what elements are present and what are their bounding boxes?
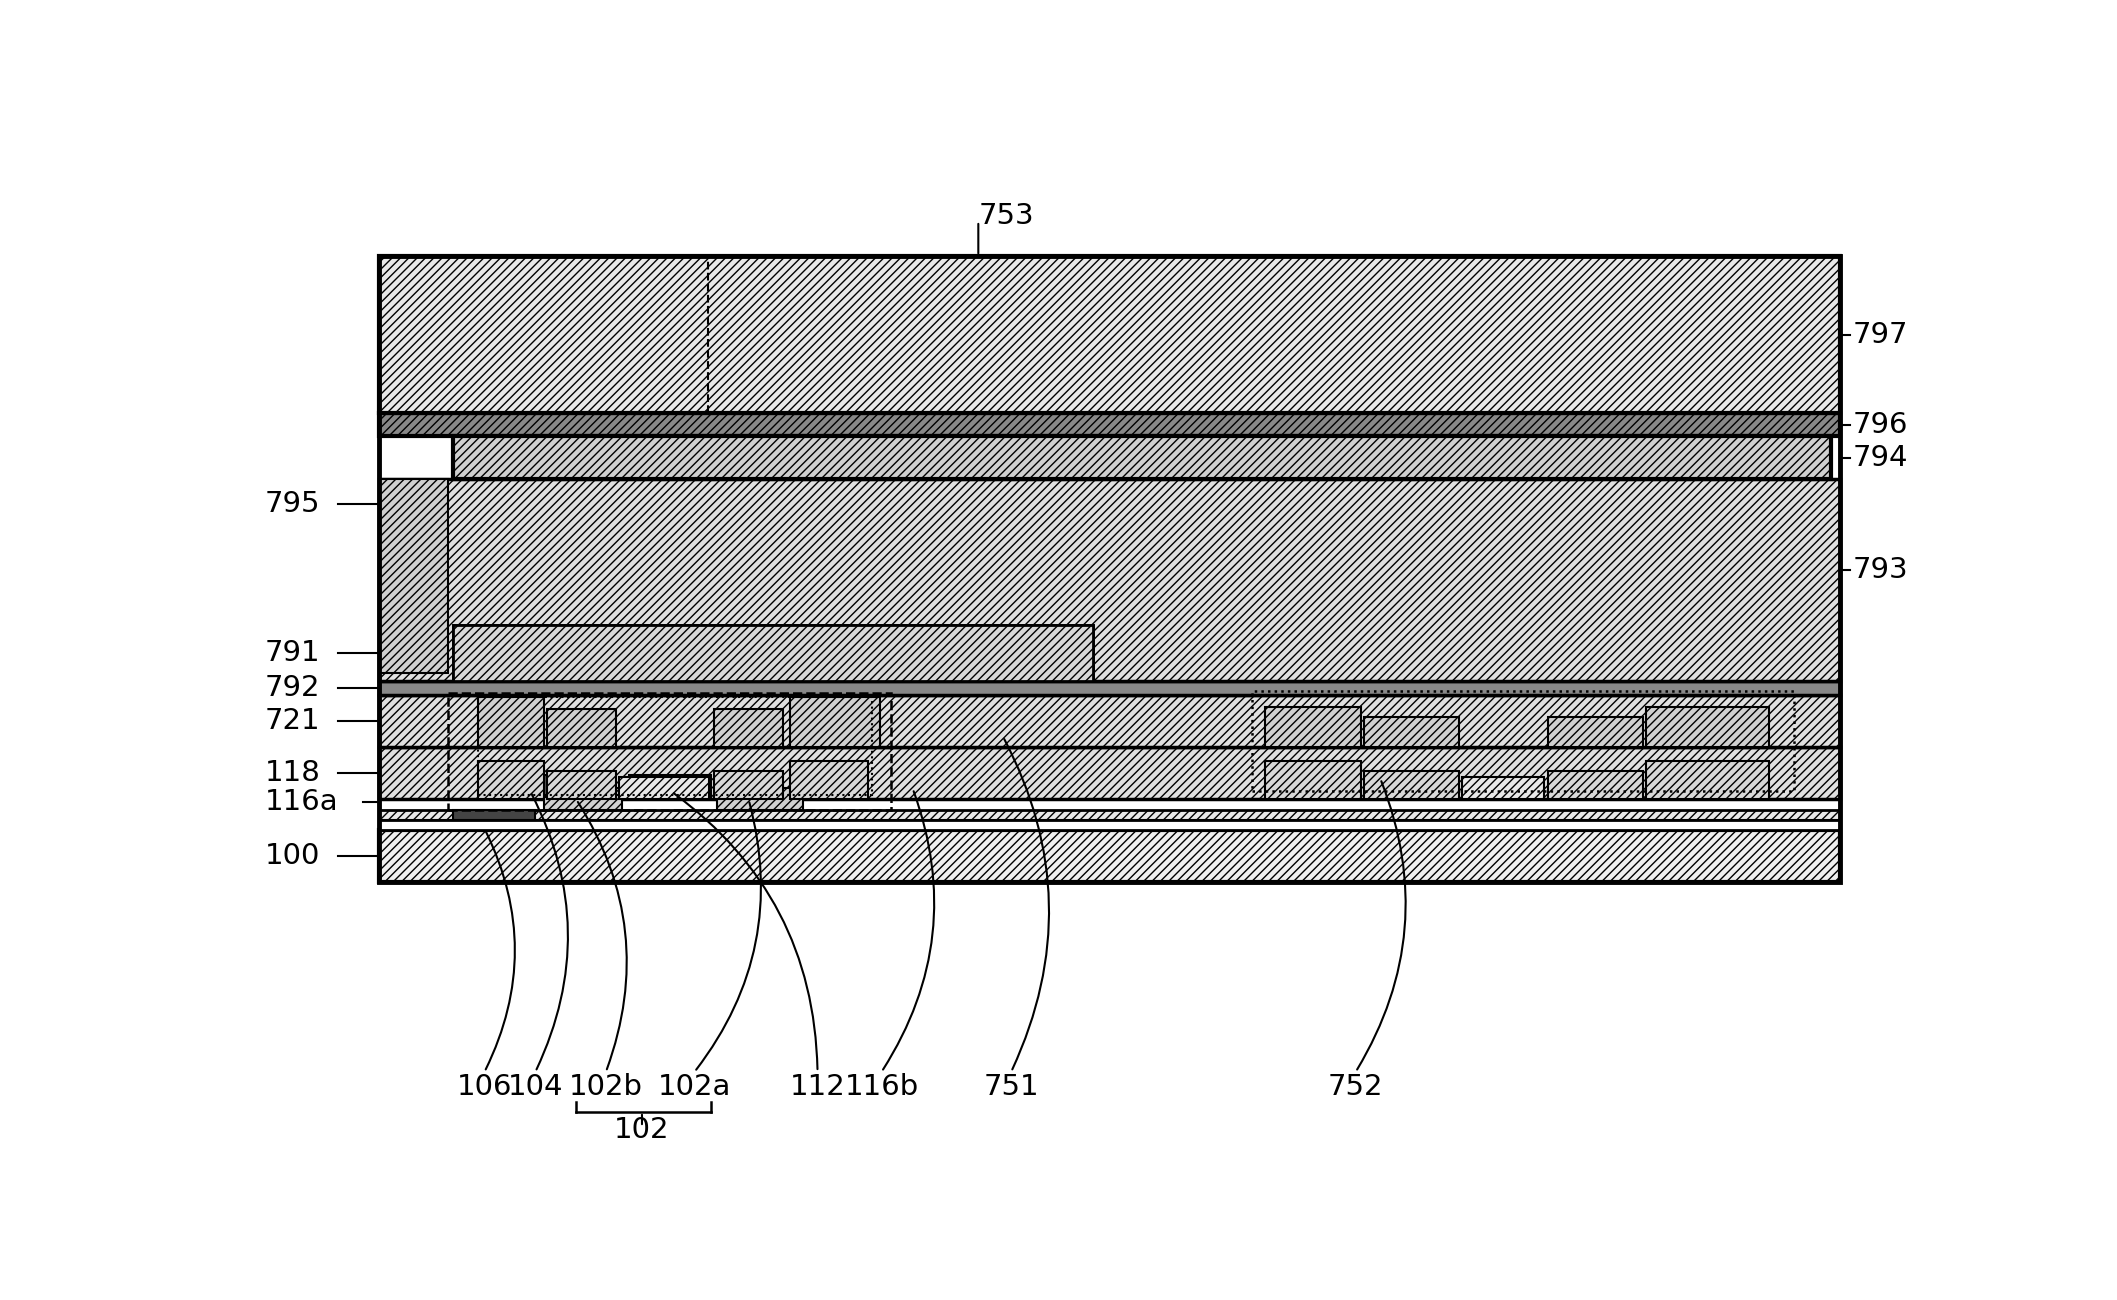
Text: 797: 797 xyxy=(1852,321,1907,348)
Polygon shape xyxy=(379,746,1840,798)
Polygon shape xyxy=(718,788,802,810)
Text: 118: 118 xyxy=(265,759,320,786)
Polygon shape xyxy=(379,480,449,672)
Text: 753: 753 xyxy=(978,202,1033,230)
Text: 796: 796 xyxy=(1852,411,1907,439)
Text: 116a: 116a xyxy=(265,788,339,815)
Polygon shape xyxy=(1548,716,1643,746)
Polygon shape xyxy=(790,697,881,746)
Polygon shape xyxy=(1463,776,1545,798)
Polygon shape xyxy=(379,829,1840,881)
Text: 752: 752 xyxy=(1327,1072,1382,1101)
Polygon shape xyxy=(453,625,1092,680)
Text: 106: 106 xyxy=(457,1072,512,1101)
Polygon shape xyxy=(1548,771,1643,798)
Polygon shape xyxy=(546,771,616,798)
Bar xyxy=(449,693,891,810)
Bar xyxy=(478,697,872,794)
Bar xyxy=(379,256,1840,881)
Text: 112: 112 xyxy=(790,1072,845,1101)
Polygon shape xyxy=(713,708,783,746)
Polygon shape xyxy=(1266,760,1361,798)
Polygon shape xyxy=(546,708,616,746)
Polygon shape xyxy=(379,480,1840,680)
Text: 102a: 102a xyxy=(658,1072,730,1101)
Text: 791: 791 xyxy=(265,640,320,667)
Polygon shape xyxy=(1266,707,1361,746)
Text: 104: 104 xyxy=(508,1072,563,1101)
Polygon shape xyxy=(809,775,860,797)
Polygon shape xyxy=(1363,771,1459,798)
Text: 795: 795 xyxy=(265,490,320,519)
Polygon shape xyxy=(478,697,544,746)
Bar xyxy=(1253,690,1793,790)
Polygon shape xyxy=(478,760,544,798)
Polygon shape xyxy=(629,775,711,797)
Polygon shape xyxy=(544,788,622,810)
Text: 793: 793 xyxy=(1852,556,1907,584)
Polygon shape xyxy=(1363,716,1459,746)
Polygon shape xyxy=(379,694,1840,746)
Polygon shape xyxy=(379,256,1840,413)
Text: 721: 721 xyxy=(265,707,320,734)
Text: 100: 100 xyxy=(265,841,320,870)
Polygon shape xyxy=(453,810,536,820)
Polygon shape xyxy=(510,775,550,797)
Polygon shape xyxy=(453,437,1831,480)
Polygon shape xyxy=(1647,707,1770,746)
Text: 102b: 102b xyxy=(569,1072,644,1101)
Polygon shape xyxy=(379,810,1840,820)
Polygon shape xyxy=(453,625,1092,680)
Polygon shape xyxy=(1647,760,1770,798)
Text: 794: 794 xyxy=(1852,443,1907,472)
Polygon shape xyxy=(790,760,868,798)
Polygon shape xyxy=(379,680,1840,694)
Text: 751: 751 xyxy=(982,1072,1039,1101)
Text: 102: 102 xyxy=(614,1115,669,1144)
Polygon shape xyxy=(379,797,1840,810)
Polygon shape xyxy=(379,820,1840,829)
Text: 792: 792 xyxy=(265,673,320,702)
Polygon shape xyxy=(379,413,1840,437)
Polygon shape xyxy=(713,771,783,798)
Polygon shape xyxy=(618,776,709,798)
Text: 116b: 116b xyxy=(845,1072,919,1101)
